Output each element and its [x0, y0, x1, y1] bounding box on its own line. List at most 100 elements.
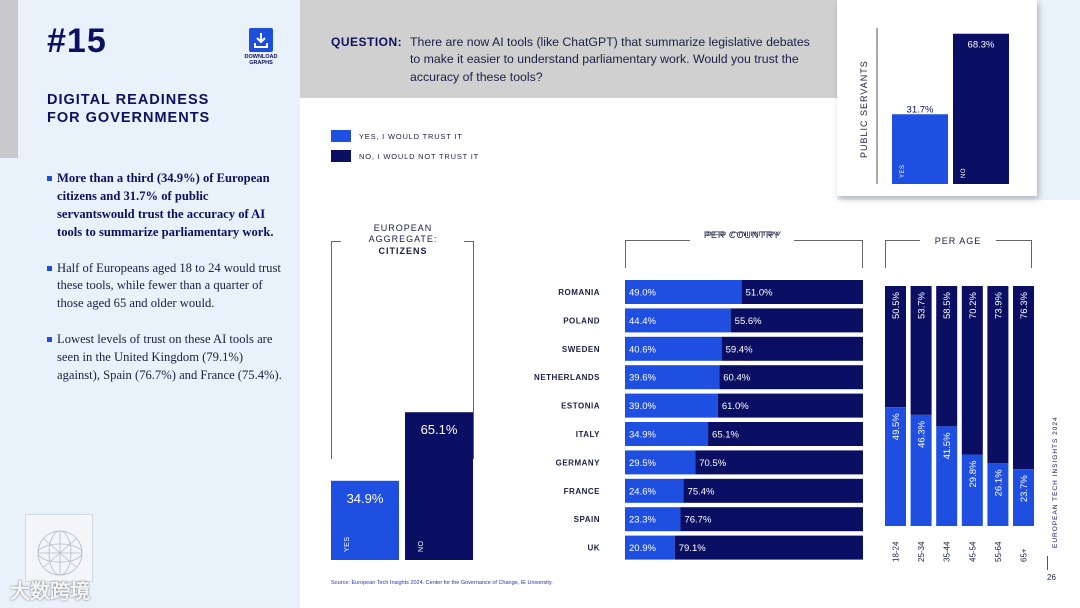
age-yes-label: 46.3% — [917, 420, 928, 447]
per-age-header: PER AGE — [934, 236, 982, 246]
country-bar-yes — [625, 535, 675, 560]
country-label: GERMANY — [556, 458, 601, 467]
age-category-label: 25-34 — [917, 541, 926, 562]
country-no-label: 65.1% — [712, 430, 739, 441]
per-country-header: PER COUNTRY — [694, 230, 794, 240]
country-bar-yes — [625, 280, 742, 304]
country-bar-yes — [625, 507, 681, 532]
country-bar-yes — [625, 478, 684, 503]
age-no-label: 50.5% — [891, 292, 902, 319]
country-no-label: 70.5% — [699, 458, 726, 469]
aggregate-bracket — [331, 241, 474, 459]
country-label: UK — [587, 544, 600, 553]
age-bar-yes — [936, 426, 958, 526]
per-country-bracket-mask — [690, 236, 794, 244]
country-bar-yes — [625, 365, 720, 390]
age-category-label: 65+ — [1020, 548, 1029, 562]
public-servants-bar-no — [953, 33, 1009, 184]
country-no-label: 76.7% — [684, 515, 711, 526]
per-country-bracket — [625, 240, 863, 268]
country-no-label: 61.0% — [722, 401, 749, 412]
age-bar-yes — [910, 414, 932, 526]
aggregate-bracket-top-right — [464, 241, 474, 242]
country-bar-no — [719, 365, 863, 390]
country-yes-label: 23.3% — [629, 515, 656, 526]
per-country-chart: ROMANIA 49.0% 51.0% POLAND 44.4% 55.6% SWEDEN 4… — [534, 280, 863, 560]
age-yes-label: 29.8% — [968, 460, 979, 487]
aggregate-category-label: YES — [344, 536, 351, 552]
finding-bullet: Half of Europeans aged 18 to 24 would tr… — [47, 260, 282, 314]
age-yes-label: 23.7% — [1019, 475, 1030, 502]
decorative-strip — [0, 0, 18, 158]
legend-label-no: NO, I WOULD NOT TRUST IT — [359, 151, 480, 161]
source-note: Source: European Tech Insights 2024. Cen… — [331, 580, 553, 586]
per-age-chart: 50.5% 49.5% 18-24 53.7% 46.3% 25-34 58.5% 41.5%… — [885, 286, 1034, 562]
country-bar-no — [680, 507, 863, 532]
aggregate-bar-yes — [331, 480, 399, 560]
age-yes-label: 26.1% — [993, 469, 1004, 496]
finding-bullet: More than a third (34.9%) of European ci… — [47, 170, 282, 242]
public-servants-bar-yes — [892, 114, 948, 184]
age-bar-no — [987, 286, 1009, 464]
per-age-bracket-mask — [920, 236, 996, 244]
country-no-label: 55.6% — [735, 316, 762, 327]
question-label: QUESTION: — [331, 35, 403, 49]
country-bar-yes — [625, 393, 718, 418]
country-yes-label: 44.4% — [629, 316, 656, 327]
sidebar — [0, 0, 300, 608]
country-bar-yes — [625, 422, 709, 446]
country-bar-yes — [625, 450, 696, 475]
report-number: #15 — [47, 22, 107, 60]
age-category-label: 45-54 — [968, 541, 977, 562]
age-no-label: 76.3% — [1019, 292, 1030, 319]
age-bar-no — [910, 286, 932, 415]
country-bar-yes — [625, 308, 731, 333]
question-band — [300, 0, 837, 98]
country-yes-label: 39.6% — [629, 373, 656, 384]
age-no-label: 53.7% — [917, 292, 928, 319]
age-category-label: 55-64 — [994, 541, 1003, 562]
country-yes-label: 49.0% — [629, 288, 656, 299]
age-category-label: 18-24 — [892, 541, 901, 562]
country-bar-no — [741, 280, 863, 304]
country-bar-no — [717, 393, 863, 418]
public-servants-category-label: YES — [900, 164, 906, 178]
aggregate-bracket-top-left — [331, 241, 341, 242]
age-yes-label: 41.5% — [942, 432, 953, 459]
age-no-label: 73.9% — [993, 292, 1004, 319]
download-graphs-button[interactable]: DOWNLOAD GRAPHS — [240, 28, 282, 66]
country-label: ITALY — [576, 430, 600, 439]
public-servants-value-label: 68.3% — [968, 40, 995, 51]
legend-item-yes: YES, I WOULD TRUST IT — [331, 130, 479, 142]
watermark: 大数跨境 — [10, 581, 90, 603]
age-no-label: 70.2% — [968, 292, 979, 319]
download-icon — [249, 28, 273, 52]
country-label: FRANCE — [564, 487, 600, 496]
country-no-label: 60.4% — [723, 373, 750, 384]
public-servants-chart: PUBLIC SERVANTS 31.7% YES 68.3% NO — [859, 28, 1009, 184]
country-yes-label: 29.5% — [629, 458, 656, 469]
age-bar-no — [1013, 286, 1034, 470]
country-label: NETHERLANDS — [534, 373, 600, 382]
key-findings: More than a third (34.9%) of European ci… — [47, 170, 282, 403]
public-servants-title: PUBLIC SERVANTS — [859, 60, 869, 158]
country-label: ROMANIA — [558, 288, 600, 297]
aggregate-value-label: 65.1% — [421, 422, 458, 437]
country-label: ESTONIA — [561, 402, 600, 411]
age-bar-yes — [1013, 469, 1034, 526]
country-bar-yes — [625, 336, 722, 361]
country-yes-label: 34.9% — [629, 430, 656, 441]
country-label: SPAIN — [574, 515, 600, 524]
country-no-label: 75.4% — [688, 486, 715, 497]
country-no-label: 59.4% — [726, 344, 753, 355]
age-bar-no — [885, 286, 906, 408]
brand-label: EUROPEAN TECH INSIGHTS 2024 — [1052, 416, 1059, 548]
age-bar-no — [936, 286, 958, 427]
aggregate-header: EUROPEAN AGGREGATE: CITIZENS — [368, 223, 438, 256]
divider — [1047, 556, 1048, 570]
per-country-header-text: PER COUNTRY — [703, 230, 781, 240]
country-bar-no — [721, 336, 863, 361]
legend-item-no: NO, I WOULD NOT TRUST IT — [331, 150, 479, 162]
age-bar-yes — [885, 407, 906, 526]
age-yes-label: 49.5% — [891, 413, 902, 440]
